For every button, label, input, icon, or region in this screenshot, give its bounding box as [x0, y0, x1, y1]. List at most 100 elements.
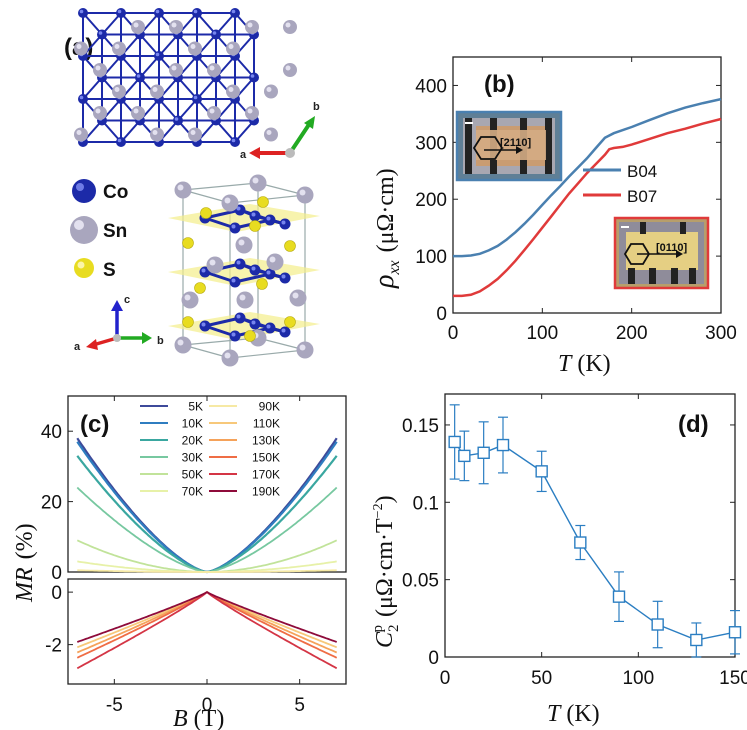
sn-atom: [74, 41, 88, 56]
b-ytick-label: 300: [415, 133, 447, 154]
sn-atom-highlight: [299, 344, 306, 351]
co-atom: [97, 29, 107, 40]
sn-atom-highlight: [152, 87, 158, 92]
c-legend-label: 150K: [252, 451, 280, 465]
sn-atom: [296, 341, 314, 359]
sn-atom: [93, 106, 107, 120]
co-atom: [154, 51, 164, 61]
d-data-point: [574, 536, 587, 549]
sn-atom-highlight: [269, 256, 276, 263]
b-ytick-label: 0: [436, 304, 447, 325]
co-atom: [229, 276, 241, 288]
co-atom: [264, 322, 276, 334]
co-atom: [234, 258, 246, 270]
sn-atom-highlight: [247, 22, 253, 28]
sn-atom-highlight: [285, 22, 291, 28]
s-atom-icon: [74, 258, 94, 278]
sn-atom-highlight: [152, 130, 158, 135]
c-series-130k: [76, 591, 338, 654]
s-atom: [200, 207, 212, 219]
sn-atom: [207, 63, 221, 77]
kagome-plane: [168, 312, 320, 340]
sn-atom: [112, 84, 126, 99]
d-xtick-label: 100: [622, 668, 654, 689]
sn-atom: [235, 236, 253, 254]
co-atom: [279, 272, 291, 284]
co-atom-highlight: [136, 74, 141, 78]
co-atom-icon: [72, 179, 96, 203]
sn-atom: [296, 186, 314, 204]
b-xtick-label: 300: [705, 323, 737, 344]
axis-a-label-top: a: [240, 149, 247, 161]
co-atom-highlight: [236, 260, 241, 265]
sn-atom: [169, 63, 183, 77]
sn-atom: [74, 127, 88, 142]
sn-atom-highlight: [228, 87, 234, 92]
sn-atom-highlight: [224, 197, 231, 204]
b-xtick-label: 0: [448, 323, 459, 344]
s-atom: [244, 330, 256, 342]
unit-cell-edge: [182, 182, 259, 191]
co-atom: [78, 8, 88, 18]
sn-atom: [221, 349, 239, 367]
element-legend: Co Sn S: [70, 179, 128, 281]
legend-s: S: [103, 260, 116, 281]
co-atom: [211, 29, 221, 40]
c-xlabel: B (T): [173, 706, 224, 730]
co-atom: [279, 326, 291, 338]
co-atom: [249, 210, 261, 222]
co-atom-highlight: [193, 9, 198, 14]
co-atom: [234, 312, 246, 324]
sn-atom-highlight: [177, 339, 184, 346]
b-inset-sample-b07-photo: [0110]: [613, 216, 710, 290]
sn-atom: [131, 106, 145, 120]
c-legend-label: 10K: [182, 417, 203, 431]
sn-atom-highlight: [209, 108, 215, 114]
sn-atom: [174, 181, 192, 199]
co-atom-highlight: [236, 314, 241, 319]
sn-atom-highlight: [133, 108, 139, 114]
sn-atom: [112, 41, 126, 56]
d-ytick-label: 0.15: [402, 416, 439, 437]
sn-atom: [283, 20, 297, 34]
c-plot-area: -5 0 5 0 20 40 0 -2: [41, 396, 338, 716]
d-data-point: [448, 435, 461, 449]
c-legend-label: 20K: [182, 434, 203, 448]
co-atom-highlight: [231, 224, 236, 229]
panel-c-label: (c): [80, 411, 109, 438]
d-data-point: [458, 449, 471, 463]
c-legend-label: 30K: [182, 451, 203, 465]
d-xtick-label: 0: [440, 668, 451, 689]
sn-atom-icon: [70, 216, 98, 244]
b-ylabel: ρxx(μΩ·cm): [369, 168, 403, 289]
co-atom: [173, 115, 183, 126]
co-atom-highlight: [98, 31, 103, 35]
co-atom-highlight: [231, 138, 236, 143]
co-atom: [230, 137, 240, 147]
b-xlabel: T (K): [558, 351, 611, 377]
co-atom-highlight: [281, 274, 286, 279]
s-atom: [257, 196, 269, 208]
sn-atom: [289, 289, 307, 307]
co-atom: [154, 8, 164, 18]
panel-d-coefficient-chart: 0 50 100 150 0 0.05 0.1 0.15 (d) T (K) C2p(μΩ·cm…: [370, 393, 747, 727]
axis-triad-bottom: c a b: [74, 294, 164, 353]
sn-atom-highlight: [266, 130, 272, 135]
d-data-point: [535, 465, 548, 478]
co-atom-highlight: [266, 324, 271, 329]
c-ytick-label-bottom: -2: [45, 636, 62, 657]
co-bond: [204, 316, 241, 328]
sn-atom: [245, 20, 259, 34]
sn-atom-highlight: [252, 177, 259, 184]
sn-atom: [249, 174, 267, 192]
c-series-5k: [76, 437, 338, 574]
s-atom: [249, 220, 261, 232]
d-ytick-label: 0: [428, 648, 439, 669]
co-atom-highlight: [212, 31, 217, 35]
sn-atom-highlight: [190, 44, 196, 49]
sn-atom: [226, 41, 240, 56]
co-atom: [264, 214, 276, 226]
c-xtick-label: -5: [106, 695, 123, 716]
c-series-90k: [77, 569, 337, 573]
legend-sn: Sn: [103, 221, 127, 242]
